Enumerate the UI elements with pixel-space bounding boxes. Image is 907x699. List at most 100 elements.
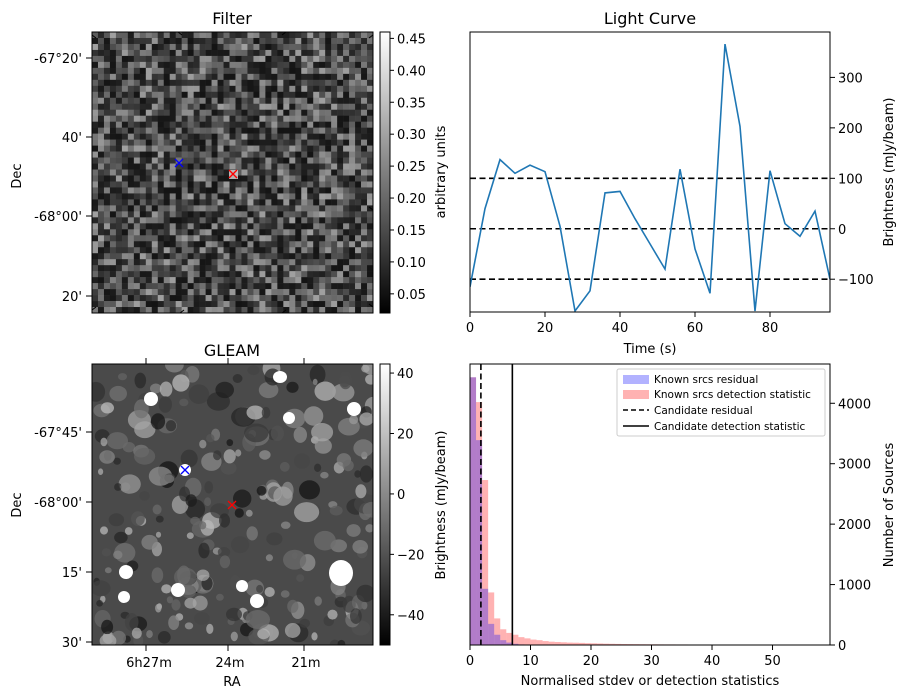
hist-bar (615, 643, 622, 645)
gleam-cbar-tick-label: 40 (397, 367, 414, 382)
filter-title: Filter (212, 9, 252, 28)
lc-ytick-label: 100 (838, 172, 863, 187)
hist-bar (506, 632, 513, 645)
gleam-cbar-label: Brightness (mJy/beam) (434, 431, 449, 580)
hist-bar (524, 638, 531, 645)
hist-xtick-label: 50 (764, 654, 781, 669)
hist-ytick-label: 0 (838, 639, 846, 654)
hist-bar (482, 588, 489, 645)
filter-cbar-tick-label: 0.25 (397, 160, 426, 175)
filter-cbar-tick-label: 0.10 (397, 256, 426, 271)
hist-bar (536, 640, 543, 645)
hist-bar (560, 642, 567, 645)
legend-label: Known srcs detection statistic (654, 389, 811, 401)
hist-ytick-label: 4000 (838, 397, 871, 412)
filter-cbar-label: arbitrary units (434, 125, 449, 218)
gleam-cbar-tick-label: 20 (397, 427, 414, 442)
lc-xtick-label: 40 (612, 321, 629, 336)
hist-bar (488, 592, 495, 645)
lc-ytick-label: 300 (838, 71, 863, 86)
lc-ytick-label: −100 (838, 273, 874, 288)
gleam-frame (91, 363, 374, 646)
hist-xtick-label: 20 (583, 654, 600, 669)
filter-ylabel: Dec (10, 163, 25, 188)
hist-bar (482, 480, 489, 645)
legend-label: Known srcs residual (654, 374, 758, 386)
lc-ylabel: Brightness (mJy/beam) (882, 98, 897, 247)
filter-cbar-tick-label: 0.20 (397, 192, 426, 207)
hist-legend: Known srcs residual Known srcs detection… (616, 368, 826, 437)
hist-bar (566, 642, 573, 645)
hist-bar (530, 639, 537, 645)
hist-ytick-label: 1000 (838, 579, 871, 594)
legend-label: Candidate detection statistic (654, 421, 806, 433)
filter-ytick-label: 40' (62, 131, 82, 146)
hist-ytick-label: 2000 (838, 518, 871, 533)
hist-bar (470, 377, 477, 645)
gleam-xaxis: 6h27m 24m 21m RA (126, 358, 321, 690)
hist-bar (476, 440, 483, 645)
gleam-marker-blue (180, 465, 190, 475)
filter-colorbar: 0.05 0.10 0.15 0.20 0.25 0.30 0.35 0.40 0.45 arb… (379, 31, 449, 314)
hist-bar (488, 623, 495, 645)
gleam-cbar-tick-label: −20 (397, 548, 424, 563)
hist-bar (548, 641, 555, 645)
filter-marker-blue (174, 158, 184, 168)
gleam-xtick-label: 6h27m (126, 656, 172, 671)
gleam-ytick-label: -67°45' (34, 426, 82, 441)
gleam-xtick-label: 24m (215, 656, 244, 671)
hist-xtick-label: 10 (522, 654, 539, 669)
gleam-panel: GLEAM (10, 341, 449, 690)
gleam-colorbar: 40 20 0 −20 −40 Brightness (mJy/beam) (379, 363, 449, 646)
gleam-cbar-tick-label: 0 (397, 488, 405, 503)
filter-cbar-tick-label: 0.15 (397, 224, 426, 239)
legend-label: Candidate residual (654, 405, 753, 417)
gleam-ytick-label: -68°00' (34, 496, 82, 511)
lc-series-line (470, 43, 830, 312)
filter-ytick-label: 20' (62, 290, 82, 305)
legend-swatch-residual (623, 375, 649, 384)
lc-xtick-label: 0 (466, 321, 474, 336)
filter-marker-red (228, 169, 238, 179)
light-curve-panel: Light Curve 0 20 40 60 80 −100 0 100 200 300 Tim… (466, 9, 897, 357)
lc-ytick-label: 0 (838, 223, 846, 238)
lc-xtick-label: 60 (687, 321, 704, 336)
hist-bar (572, 642, 579, 645)
hist-bar (609, 643, 616, 645)
gleam-xlabel: RA (223, 675, 241, 690)
filter-cbar-tick-label: 0.35 (397, 96, 426, 111)
lc-frame (469, 31, 831, 313)
hist-bar (500, 629, 507, 645)
gleam-marker-red (227, 500, 237, 510)
histogram-panel: 0 10 20 30 40 50 0 1000 2000 3000 4000 Normalised… (466, 363, 897, 689)
hist-frame (469, 363, 831, 646)
hist-xtick-label: 30 (643, 654, 660, 669)
hist-xlabel: Normalised stdev or detection statistics (521, 674, 780, 689)
filter-cbar-tick-label: 0.40 (397, 64, 426, 79)
hist-ylabel: Number of Sources (882, 443, 897, 568)
gleam-cbar-tick-label: −40 (397, 609, 424, 624)
hist-bar (512, 634, 519, 645)
hist-bar (476, 402, 483, 645)
hist-bar (584, 643, 592, 645)
lc-title: Light Curve (604, 9, 696, 28)
hist-bar (603, 643, 610, 645)
filter-ytick-label: -68°00' (34, 210, 82, 225)
hist-bar (494, 618, 501, 645)
filter-image (92, 32, 374, 314)
gleam-title: GLEAM (204, 341, 260, 360)
hist-bar (500, 640, 507, 645)
hist-bar (518, 637, 525, 645)
gleam-xtick-label: 21m (291, 656, 320, 671)
hist-bar (597, 643, 604, 645)
hist-bar (578, 642, 585, 645)
hist-bar (554, 641, 561, 645)
filter-yaxis: -67°20' 40' -68°00' 20' Dec (10, 52, 92, 305)
hist-bar (506, 642, 513, 645)
hist-bar (470, 377, 477, 645)
gleam-image (92, 364, 373, 645)
filter-markers (174, 158, 238, 179)
filter-cbar-tick-label: 0.05 (397, 288, 426, 303)
gleam-yaxis: -67°45' -68°00' 15' 30' Dec (10, 426, 92, 651)
